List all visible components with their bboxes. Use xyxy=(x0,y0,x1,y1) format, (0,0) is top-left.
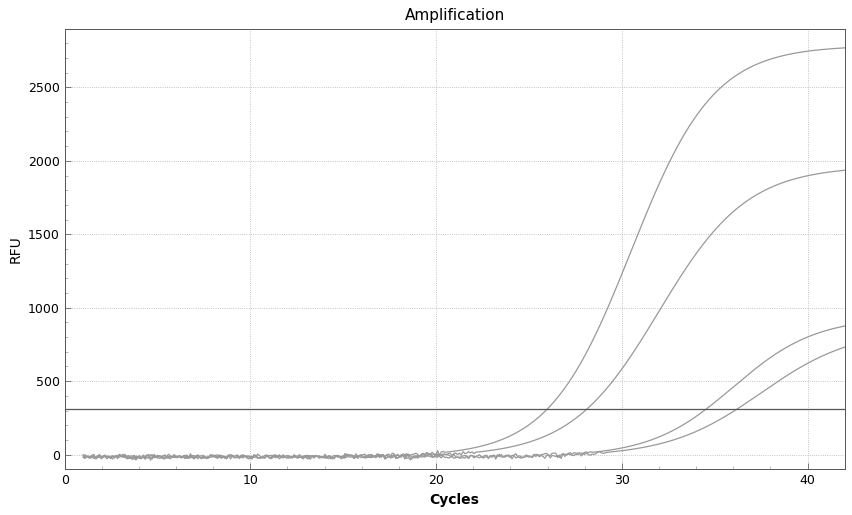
X-axis label: Cycles: Cycles xyxy=(429,493,479,507)
Title: Amplification: Amplification xyxy=(404,8,504,23)
Y-axis label: RFU: RFU xyxy=(9,235,22,263)
